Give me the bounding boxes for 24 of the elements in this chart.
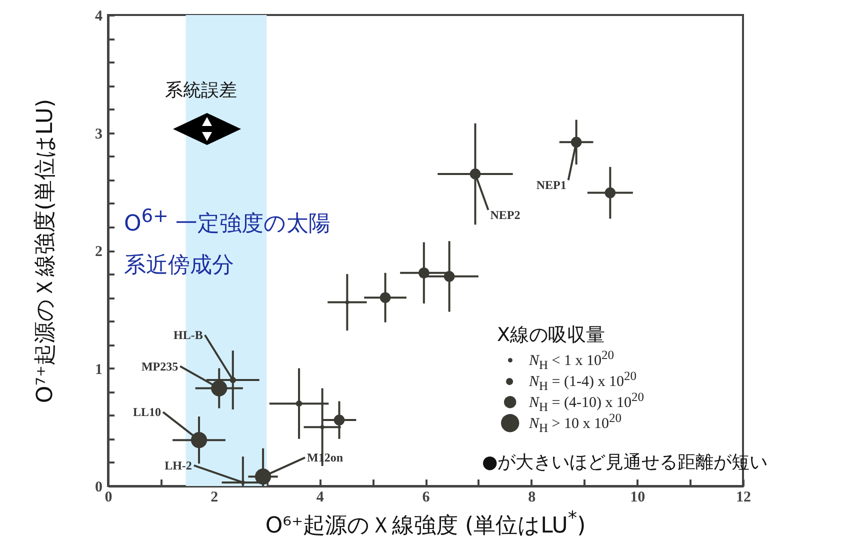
y-tick-label: 2 <box>95 244 102 260</box>
annotation: LL10 <box>133 405 162 420</box>
x-tick-label: 8 <box>528 490 536 506</box>
annotation: NEP2 <box>490 208 520 222</box>
annotation: NEP1 <box>536 178 566 192</box>
annotation: LH-2 <box>164 458 192 472</box>
legend-title: X線の吸収量 <box>497 323 606 348</box>
annotation: HL-B <box>174 328 203 342</box>
x-tick-label: 4 <box>316 490 324 506</box>
y-tick-label: 4 <box>95 8 103 24</box>
annotation: 系統誤差 <box>165 79 237 102</box>
annotation: O$^{6+}$ 一定強度の太陽系近傍成分 <box>124 205 332 280</box>
legend-label: N$_{H}$ = (4-10) x 10$^{20}$ <box>529 390 644 414</box>
legend-label: N$_{H}$ > 10 x 10$^{20}$ <box>529 411 622 435</box>
y-tick-label: 1 <box>95 362 102 378</box>
y-axis-title: O⁷⁺起源のＸ線強度(単位はLU) <box>33 98 58 404</box>
x-tick-label: 6 <box>422 490 430 506</box>
x-tick-label: 10 <box>630 490 646 506</box>
x-tick-label: 12 <box>736 490 751 506</box>
y-tick-label: 3 <box>95 126 102 142</box>
annotation: MP235 <box>141 359 178 374</box>
y-tick-label: 0 <box>95 480 102 496</box>
x-axis-title: O⁶⁺起源のＸ線強度 (単位はLU$^{*}$) <box>264 508 587 540</box>
x-tick-label: 2 <box>210 490 218 506</box>
